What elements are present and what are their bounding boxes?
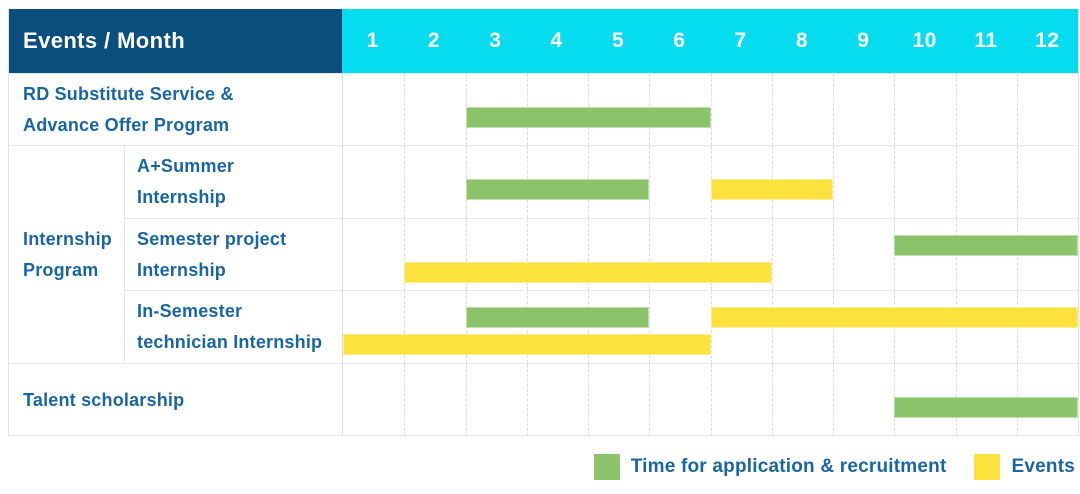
month-gridline: [1016, 146, 1018, 218]
month-gridline: [465, 218, 467, 291]
label-line: Internship: [23, 228, 113, 249]
month-gridline: [771, 364, 773, 436]
month-gridline: [526, 364, 528, 436]
month-gridline: [649, 364, 651, 436]
table-body: RD Substitute Service & Advance Offer Pro…: [9, 73, 1078, 436]
month-gridline: [833, 364, 834, 436]
event-label: Talent scholarship: [9, 364, 342, 436]
month-gridline: [649, 146, 651, 218]
month-gridline: [526, 218, 528, 291]
month-gridline: [404, 218, 406, 291]
month-header-cell: 6: [673, 29, 686, 52]
events-month-table: Events / Month 1 2 3 4 5 6 7 8 9 10 11 12 RD Substi…: [8, 9, 1079, 436]
group-subrows: A+Summer Internship Semester project Intern…: [124, 146, 1078, 364]
gantt-bar-events: [343, 334, 711, 356]
label-line: Internship: [137, 186, 227, 207]
event-row: Talent scholarship: [9, 363, 1078, 436]
label-line: Internship: [137, 259, 227, 280]
gantt-bar-application: [894, 397, 1078, 418]
month-gridline: [404, 364, 406, 436]
month-header-cell: 1: [366, 29, 379, 52]
event-label: RD Substitute Service & Advance Offer Pro…: [9, 74, 342, 145]
month-header-cell: 3: [489, 29, 502, 52]
month-gridline: [833, 146, 834, 218]
row-timeline: [342, 291, 1078, 364]
event-group-row: Internship Program A+Summer Internship Semes…: [9, 145, 1078, 364]
event-label: In-Semester technician Internship: [124, 291, 342, 364]
gantt-bar-application: [465, 307, 650, 329]
event-subrow: Semester project Internship: [124, 217, 1078, 291]
month-header-cell: 2: [427, 29, 441, 52]
month-header-cell: 10: [912, 29, 937, 52]
label-line: Talent scholarship: [23, 389, 185, 410]
month-gridline: [710, 218, 712, 291]
month-gridline: [833, 74, 834, 145]
legend-swatch-application: [593, 454, 620, 480]
month-gridline: [465, 364, 467, 436]
month-gridline: [771, 218, 773, 291]
event-row: RD Substitute Service & Advance Offer Pro…: [9, 73, 1078, 145]
label-line: Program: [23, 259, 99, 280]
month-header-cell: 5: [611, 29, 625, 52]
label-line: In-Semester: [137, 301, 243, 322]
row-timeline: [342, 74, 1078, 145]
label-line: Semester project: [137, 228, 287, 249]
month-gridline: [894, 74, 896, 145]
month-gridline: [955, 74, 957, 145]
legend-swatch-events: [974, 454, 1001, 480]
month-gridline: [710, 74, 712, 145]
legend-label: Events: [1011, 456, 1075, 477]
event-label: A+Summer Internship: [124, 146, 342, 218]
legend-item: Time for application & recruitment: [593, 454, 947, 480]
gantt-bar-events: [710, 179, 833, 200]
month-header-cell: 11: [974, 29, 998, 52]
month-gridline: [771, 74, 773, 145]
gantt-bar-events: [404, 261, 772, 283]
month-header: 1 2 3 4 5 6 7 8 9 10 11 12: [342, 9, 1078, 73]
month-header-cell: 7: [734, 29, 747, 52]
month-gridline: [588, 218, 589, 291]
event-label: Semester project Internship: [124, 218, 342, 291]
table-header-title: Events / Month: [9, 9, 342, 73]
label-line: Advance Offer Program: [23, 114, 230, 135]
month-gridline: [833, 218, 834, 291]
month-gridline: [955, 146, 957, 218]
month-gridline: [404, 291, 406, 364]
row-timeline: [342, 146, 1078, 218]
event-subrow: A+Summer Internship: [124, 146, 1078, 218]
month-header-cell: 12: [1035, 29, 1060, 52]
event-subrow: In-Semester technician Internship: [124, 290, 1078, 364]
month-gridline: [404, 74, 406, 145]
month-gridline: [649, 218, 651, 291]
month-header-cell: 4: [550, 29, 563, 52]
legend-label: Time for application & recruitment: [630, 456, 947, 477]
label-line: A+Summer: [137, 155, 235, 176]
label-line: technician Internship: [137, 332, 323, 353]
legend-item: Events: [974, 454, 1075, 480]
table-header-row: Events / Month 1 2 3 4 5 6 7 8 9 10 11 12: [9, 9, 1078, 73]
label-line: RD Substitute Service &: [23, 83, 234, 104]
legend: Time for application & recruitment Events: [566, 452, 1075, 482]
month-gridline: [588, 364, 589, 436]
row-timeline: [342, 364, 1078, 436]
month-header-cell: 9: [857, 29, 870, 52]
row-timeline: [342, 218, 1078, 291]
month-gridline: [894, 146, 896, 218]
month-header-cell: 8: [795, 29, 809, 52]
gantt-bar-events: [710, 307, 1078, 329]
month-gridline: [404, 146, 406, 218]
month-gridline: [1016, 74, 1018, 145]
gantt-bar-application: [894, 234, 1078, 256]
month-gridline: [649, 291, 651, 364]
gantt-bar-application: [465, 179, 650, 200]
gantt-bar-application: [465, 107, 711, 128]
month-gridline: [710, 364, 712, 436]
group-label: Internship Program: [9, 146, 124, 363]
